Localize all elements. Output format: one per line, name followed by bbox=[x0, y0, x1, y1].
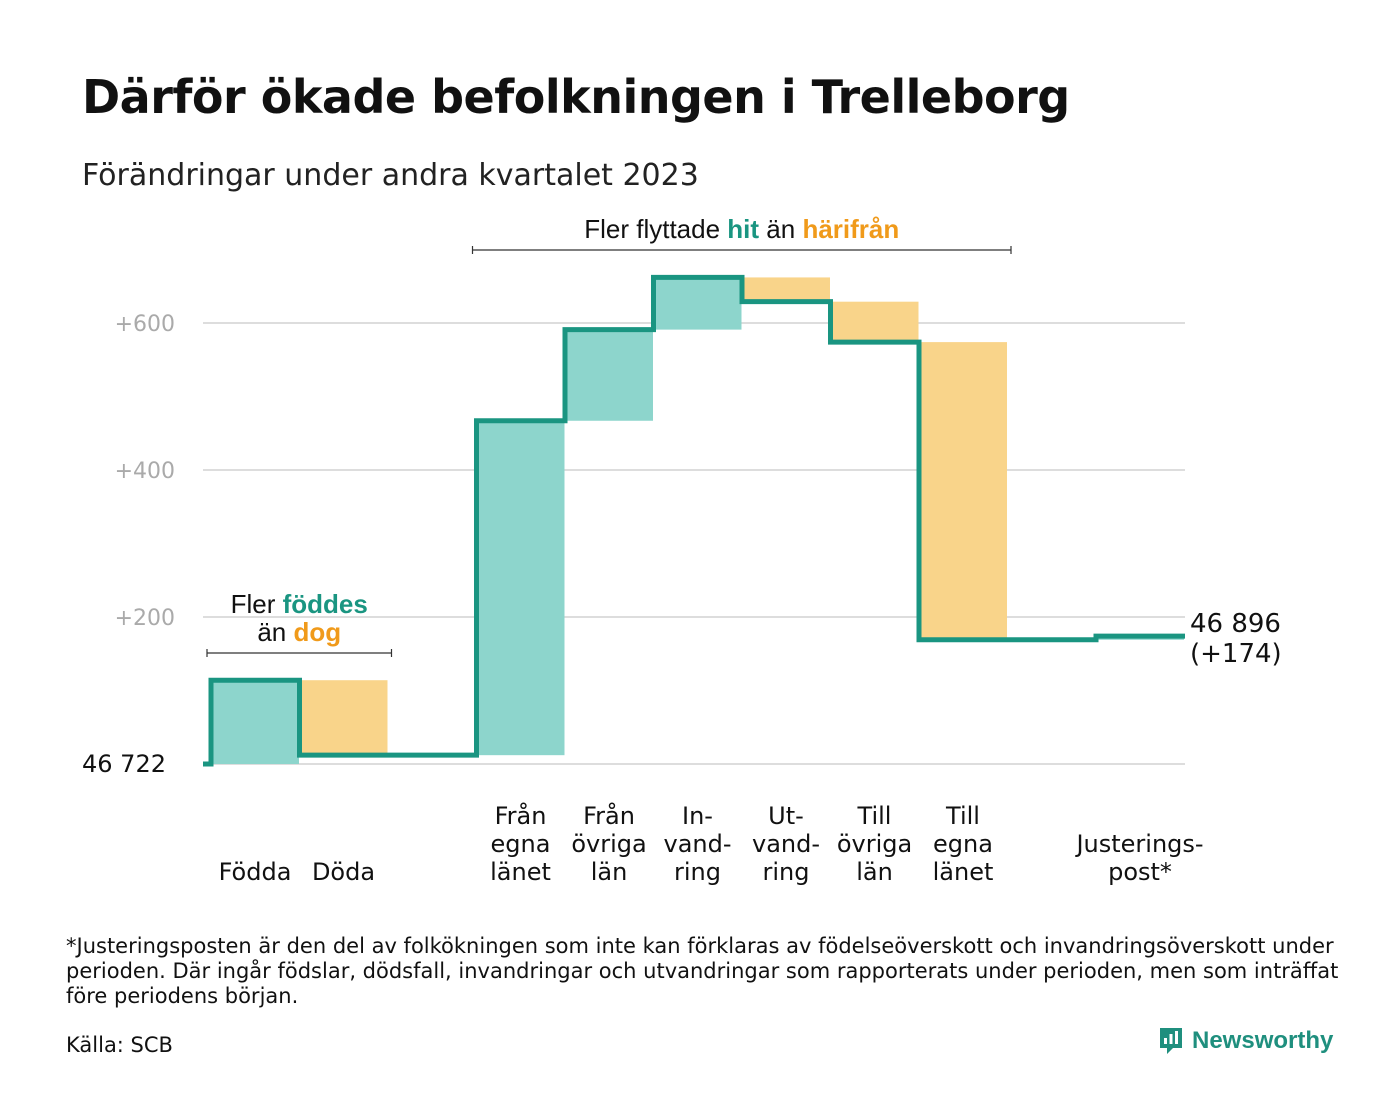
annotation-text: än dog bbox=[257, 617, 341, 647]
annotation-text: Fler föddes bbox=[231, 589, 368, 619]
waterfall-chart: +200 +400 +600 46 722 46 896(+174) Födda Döda F… bbox=[82, 214, 1282, 886]
waterfall-bar bbox=[565, 329, 653, 421]
category-label: post* bbox=[1108, 858, 1172, 886]
annotation-segment: än bbox=[257, 617, 293, 647]
end-change-label: (+174) bbox=[1190, 639, 1282, 669]
category-label: övriga bbox=[571, 830, 646, 858]
category-label: Till bbox=[857, 802, 892, 830]
end-value-label: 46 896 bbox=[1190, 609, 1281, 639]
annotation-segment: föddes bbox=[283, 589, 368, 619]
footnote: *Justeringsposten är den del av folkökni… bbox=[66, 934, 1339, 1008]
category-label: Till bbox=[945, 802, 980, 830]
category-label: länet bbox=[933, 858, 994, 886]
category-label: egna bbox=[491, 830, 551, 858]
brand-name: Newsworthy bbox=[1192, 1027, 1334, 1054]
newsworthy-logo-icon bbox=[1160, 1028, 1182, 1054]
waterfall-bar bbox=[830, 301, 919, 343]
y-tick-label: +600 bbox=[115, 312, 175, 337]
category-label: In- bbox=[682, 802, 713, 830]
cumulative-step-line bbox=[203, 274, 1185, 767]
category-label: län bbox=[856, 858, 893, 886]
category-label: ring bbox=[674, 858, 721, 886]
chart-subtitle: Förändringar under andra kvartalet 2023 bbox=[82, 158, 699, 193]
annotation-text: Fler flyttade hit än härifrån bbox=[584, 214, 899, 244]
category-label: ring bbox=[763, 858, 810, 886]
waterfall-bar bbox=[476, 420, 565, 756]
chart-title: Därför ökade befolkningen i Trelleborg bbox=[82, 70, 1070, 124]
annotation-segment: hit bbox=[727, 214, 759, 244]
start-value-label: 46 722 bbox=[82, 750, 166, 778]
category-label: länet bbox=[490, 858, 551, 886]
waterfall-bar bbox=[742, 277, 830, 302]
annotation-segment: dog bbox=[294, 617, 342, 647]
annotation-segment: Fler bbox=[231, 589, 283, 619]
category-label: Döda bbox=[312, 858, 375, 886]
category-label: Födda bbox=[219, 858, 292, 886]
waterfall-bar bbox=[211, 680, 299, 764]
category-label: Från bbox=[583, 801, 635, 830]
waterfall-bar bbox=[653, 277, 742, 330]
category-label: egna bbox=[933, 830, 993, 858]
category-label: Från bbox=[495, 801, 547, 830]
waterfall-bar bbox=[299, 680, 388, 756]
category-label: övriga bbox=[837, 830, 912, 858]
source-label: Källa: SCB bbox=[66, 1033, 173, 1057]
y-tick-label: +200 bbox=[115, 606, 175, 631]
waterfall-bar bbox=[919, 342, 1007, 640]
category-label: vand- bbox=[752, 830, 820, 858]
category-label: Justerings- bbox=[1074, 830, 1203, 858]
category-label: vand- bbox=[663, 830, 731, 858]
y-tick-label: +400 bbox=[115, 459, 175, 484]
annotation-segment: härifrån bbox=[802, 214, 899, 244]
annotation-segment: än bbox=[759, 214, 802, 244]
brand: Newsworthy bbox=[1158, 1026, 1333, 1056]
annotation-segment: Fler flyttade bbox=[584, 214, 727, 244]
category-label: Ut- bbox=[768, 802, 804, 830]
category-label: län bbox=[591, 858, 628, 886]
